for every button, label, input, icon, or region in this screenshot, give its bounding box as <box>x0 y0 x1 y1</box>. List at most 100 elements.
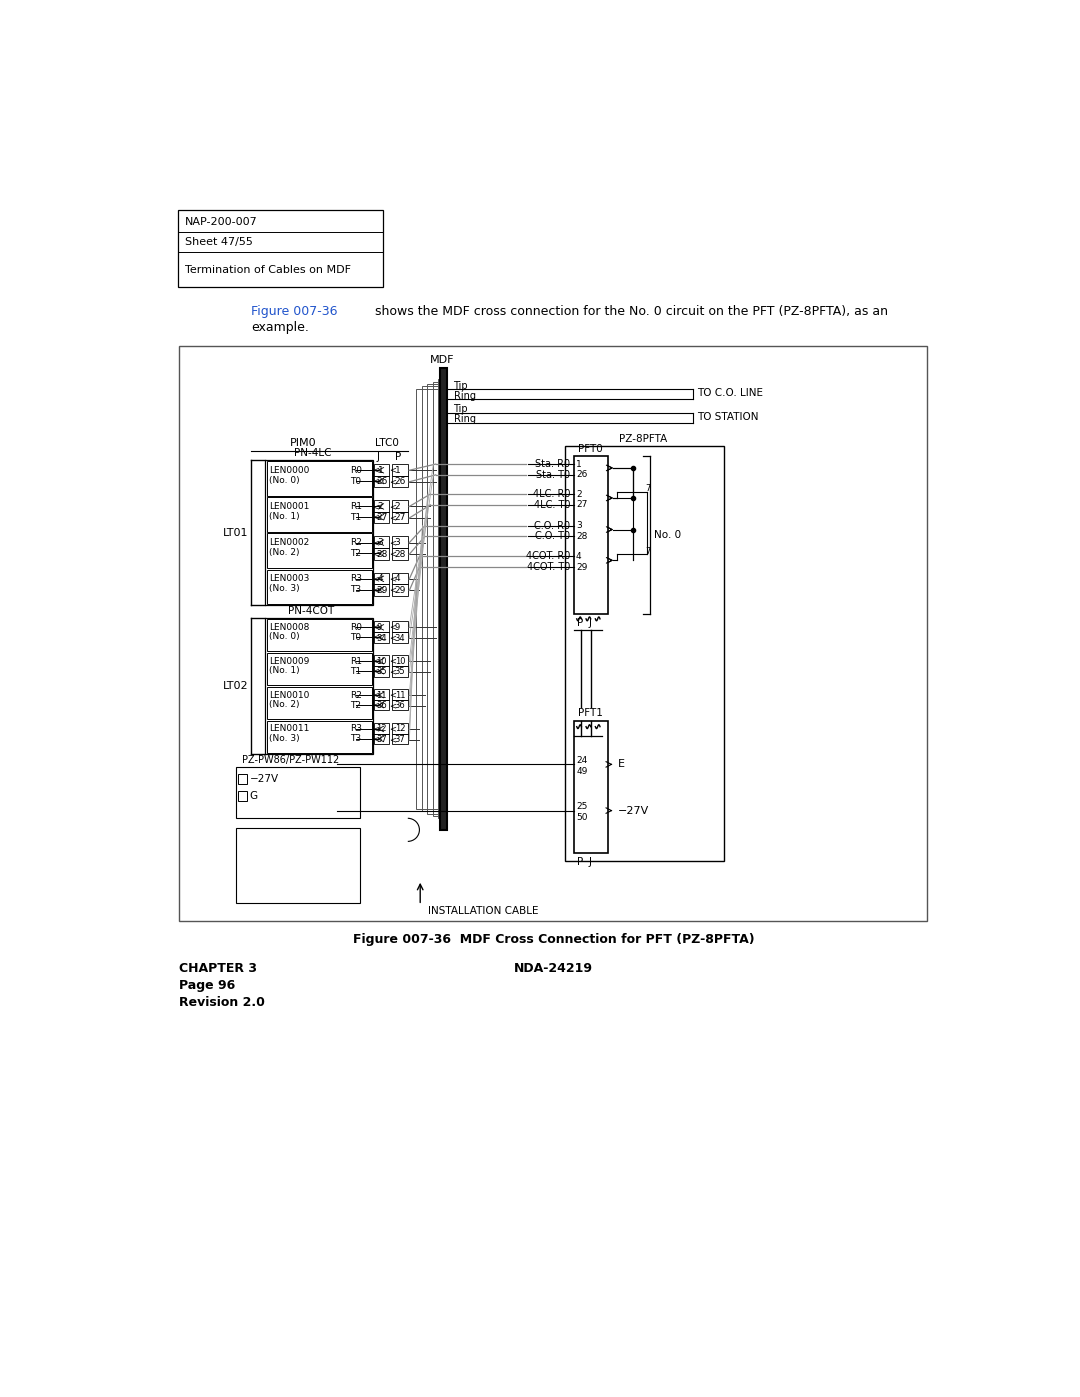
Text: R0: R0 <box>350 623 362 631</box>
Text: LEN0001: LEN0001 <box>269 502 310 511</box>
Text: LT02: LT02 <box>222 682 248 692</box>
Text: <: < <box>389 623 396 631</box>
Text: <: < <box>389 478 396 486</box>
Text: (No. 2): (No. 2) <box>269 548 299 557</box>
Text: 35: 35 <box>376 668 387 676</box>
Text: (No. 2): (No. 2) <box>269 700 299 708</box>
Text: Tip: Tip <box>454 404 468 415</box>
Text: <: < <box>389 725 396 733</box>
Text: 7: 7 <box>645 485 650 493</box>
Text: 26: 26 <box>576 471 588 479</box>
Text: −27V: −27V <box>249 774 279 784</box>
Bar <box>374 548 389 560</box>
Bar <box>374 573 389 584</box>
Text: T2: T2 <box>350 701 361 710</box>
Text: G: G <box>249 791 258 800</box>
Bar <box>374 464 389 475</box>
Text: T3: T3 <box>350 735 361 743</box>
Bar <box>392 511 408 524</box>
Text: T1: T1 <box>350 666 361 676</box>
Text: E: E <box>618 760 625 770</box>
Bar <box>238 791 247 800</box>
Text: LT01: LT01 <box>222 528 248 538</box>
Bar <box>438 380 447 819</box>
Bar <box>440 367 447 830</box>
Text: example.: example. <box>252 320 309 334</box>
Text: PZ-8PFTA: PZ-8PFTA <box>619 433 667 444</box>
Bar <box>422 387 447 812</box>
Text: T1: T1 <box>350 513 361 521</box>
Text: R3: R3 <box>350 574 362 584</box>
Text: 4LC. R0: 4LC. R0 <box>534 489 570 499</box>
Text: <: < <box>373 735 379 743</box>
Text: INSTALLATION CABLE: INSTALLATION CABLE <box>428 905 539 915</box>
Text: <: < <box>389 502 396 511</box>
Text: 29: 29 <box>376 585 388 595</box>
Text: 34: 34 <box>376 634 387 643</box>
Text: <: < <box>373 465 379 475</box>
Bar <box>374 584 389 595</box>
Text: P: P <box>395 453 402 462</box>
Text: 3: 3 <box>394 538 401 548</box>
Bar <box>266 617 373 754</box>
Text: Figure 007-36  MDF Cross Connection for PFT (PZ-8PFTA): Figure 007-36 MDF Cross Connection for P… <box>353 933 754 946</box>
Bar <box>392 464 408 475</box>
Bar <box>392 689 408 700</box>
Text: PIM0: PIM0 <box>291 439 316 448</box>
Text: 34: 34 <box>394 634 405 643</box>
Bar <box>575 457 608 615</box>
Bar <box>392 584 408 595</box>
Text: <: < <box>389 668 396 676</box>
Text: (No. 1): (No. 1) <box>269 511 300 521</box>
Text: (No. 0): (No. 0) <box>269 476 300 485</box>
Text: <: < <box>373 574 379 584</box>
Text: Sta. T0: Sta. T0 <box>537 469 570 481</box>
Bar <box>416 388 447 809</box>
Text: <: < <box>389 657 396 666</box>
Text: 4: 4 <box>394 574 401 584</box>
Text: T0: T0 <box>350 476 361 486</box>
Text: 10: 10 <box>376 657 387 666</box>
Bar <box>267 461 373 496</box>
Bar <box>433 381 447 816</box>
Text: 49: 49 <box>577 767 589 775</box>
Text: 35: 35 <box>394 668 405 676</box>
Text: P: P <box>577 858 583 868</box>
Bar <box>374 511 389 524</box>
Text: No. 0: No. 0 <box>654 529 681 539</box>
Bar <box>267 534 373 569</box>
Text: 25: 25 <box>577 802 589 812</box>
Text: J: J <box>589 619 592 629</box>
Text: 1: 1 <box>378 465 383 475</box>
Text: 37: 37 <box>376 735 387 745</box>
Text: LEN0010: LEN0010 <box>269 690 310 700</box>
Text: <: < <box>389 465 396 475</box>
Text: 11: 11 <box>394 690 405 700</box>
Text: <: < <box>373 623 379 631</box>
Text: 27: 27 <box>576 500 588 510</box>
Text: <: < <box>373 725 379 733</box>
Text: R1: R1 <box>350 502 362 511</box>
Text: TO STATION: TO STATION <box>697 412 758 422</box>
Text: 36: 36 <box>376 701 387 710</box>
Text: 12: 12 <box>376 725 387 733</box>
Bar <box>374 689 389 700</box>
Text: <: < <box>389 549 396 559</box>
Text: <: < <box>389 585 396 595</box>
Text: 1: 1 <box>394 465 401 475</box>
Bar <box>392 548 408 560</box>
Text: 4COT. T0: 4COT. T0 <box>527 562 570 573</box>
Text: Page 96: Page 96 <box>179 979 235 992</box>
Text: <: < <box>389 634 396 643</box>
Text: (No. 3): (No. 3) <box>269 584 300 594</box>
Text: Ring: Ring <box>454 415 475 425</box>
Text: C.O. R0: C.O. R0 <box>535 521 570 531</box>
Bar <box>575 721 608 854</box>
Bar <box>392 666 408 676</box>
Text: 27: 27 <box>394 514 406 522</box>
Text: (No. 1): (No. 1) <box>269 666 300 675</box>
Text: <: < <box>373 633 379 641</box>
Text: 2: 2 <box>394 502 401 511</box>
Text: R3: R3 <box>350 725 362 733</box>
Text: 28: 28 <box>394 549 406 559</box>
